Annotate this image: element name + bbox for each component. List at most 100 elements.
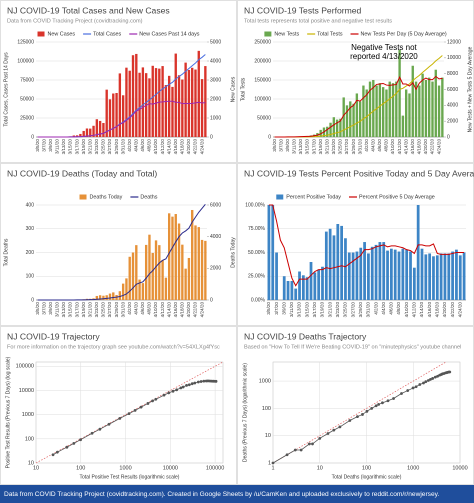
bar: [108, 99, 112, 137]
bar: [154, 68, 158, 137]
y2-axis-title: Deaths Today: [230, 237, 236, 268]
x-tick-label: 3/13/20: [298, 139, 303, 155]
bar: [115, 92, 118, 137]
point: [133, 408, 137, 412]
panel: [0, 163, 237, 326]
y-tick-label: 100.00%: [245, 202, 265, 208]
x-tick-label: 100: [362, 465, 371, 471]
y-tick-label: 200000: [254, 58, 271, 64]
y-tick-label: 75000: [20, 77, 34, 83]
x-tick-label: 3/19/20: [81, 302, 86, 318]
point: [311, 442, 314, 446]
bar: [382, 242, 386, 300]
x-tick-label: 4/22/20: [193, 139, 198, 155]
x-tick-label: 3/21/20: [327, 302, 332, 318]
y-tick-label: 10: [28, 460, 34, 466]
x-tick-label: 3/5/20: [35, 302, 40, 315]
x-tick-label: 3/17/20: [312, 302, 317, 318]
x-tick-label: 3/21/20: [87, 139, 92, 155]
point: [139, 405, 143, 409]
point: [426, 379, 430, 382]
y-tick-label: 0: [31, 297, 34, 303]
y-axis-title: Total Tests: [240, 77, 246, 101]
x-tick-label: 4/4/20: [381, 302, 386, 315]
point: [171, 389, 175, 393]
point: [65, 445, 69, 449]
bar: [397, 251, 401, 300]
bar: [416, 205, 420, 300]
bar: [85, 128, 89, 137]
x-tick-label: 4/10/20: [153, 139, 158, 155]
bar: [462, 252, 466, 300]
bar: [79, 133, 82, 137]
bar: [336, 224, 340, 300]
bar: [340, 225, 344, 300]
x-tick-label: 4/12/20: [160, 139, 165, 155]
chart-title: NJ COVID-19 Deaths (Today and Total): [7, 168, 157, 178]
x-tick-label: 4/24/20: [457, 302, 462, 318]
x-tick-label: 4/8/20: [147, 302, 152, 315]
x-tick-label: 3/21/20: [87, 302, 92, 318]
x-tick-label: 3/29/20: [358, 302, 363, 318]
y-tick-label: 300: [26, 226, 35, 232]
bar: [131, 252, 135, 300]
point: [400, 392, 403, 395]
point: [199, 380, 203, 383]
x-tick-label: 3/19/20: [318, 139, 323, 155]
bar: [412, 267, 416, 300]
point: [51, 453, 55, 457]
x-tick-label: 3/9/20: [48, 139, 53, 152]
x-tick-label: 3/27/20: [107, 302, 112, 318]
bar: [135, 53, 138, 137]
y-tick-label: 1000: [259, 379, 271, 385]
y2-tick-label: 3000: [210, 77, 221, 83]
bar: [455, 249, 458, 300]
x-tick-label: 4/4/20: [371, 139, 376, 152]
bar: [121, 95, 125, 137]
x-tick-label: 1000: [119, 465, 131, 471]
x-tick-label: 3/11/20: [292, 139, 297, 154]
x-tick-label: 3/25/20: [343, 302, 348, 318]
x-tick-label: 4/16/20: [173, 302, 178, 318]
bar: [98, 120, 102, 137]
x-tick-label: 4/18/20: [435, 302, 440, 318]
bar: [92, 125, 95, 137]
bar: [158, 245, 161, 300]
x-tick-label: 4/4/20: [134, 302, 139, 315]
y2-tick-label: 0: [210, 134, 213, 140]
bar: [418, 85, 421, 137]
annotation: reported 4/13/2020: [350, 52, 418, 61]
point: [202, 379, 206, 383]
bar: [197, 50, 200, 137]
bar: [181, 79, 184, 137]
y-tick-label: 0: [268, 134, 271, 140]
x-tick-label: 1: [271, 465, 274, 471]
series-line: [272, 371, 450, 464]
bar: [275, 252, 278, 300]
point: [431, 377, 435, 380]
bar: [148, 78, 151, 137]
bar: [105, 295, 108, 300]
x-tick-label: 100000: [206, 465, 224, 471]
point: [332, 428, 336, 432]
bar: [344, 238, 347, 300]
bar: [164, 277, 168, 300]
chart-title: NJ COVID-19 Total Cases and New Cases: [7, 5, 170, 15]
point: [79, 438, 82, 442]
x-tick-label: 4/14/20: [403, 139, 408, 155]
point: [187, 383, 191, 387]
point: [55, 450, 59, 454]
bar: [332, 117, 336, 137]
x-tick-label: 3/7/20: [274, 302, 279, 315]
point: [424, 380, 428, 384]
x-tick-label: 10: [33, 465, 39, 471]
bar: [267, 205, 271, 300]
x-tick-label: 3/15/20: [68, 302, 73, 318]
legend: New Cases Total Cases New Cases Past 14 da…: [37, 31, 200, 37]
y-tick-label: 100: [25, 436, 34, 442]
x-tick-label: 3/25/20: [101, 302, 106, 318]
x-tick-label: 3/23/20: [94, 139, 99, 155]
bar: [362, 85, 365, 137]
x-tick-label: 10000: [163, 465, 178, 471]
point: [154, 397, 158, 401]
